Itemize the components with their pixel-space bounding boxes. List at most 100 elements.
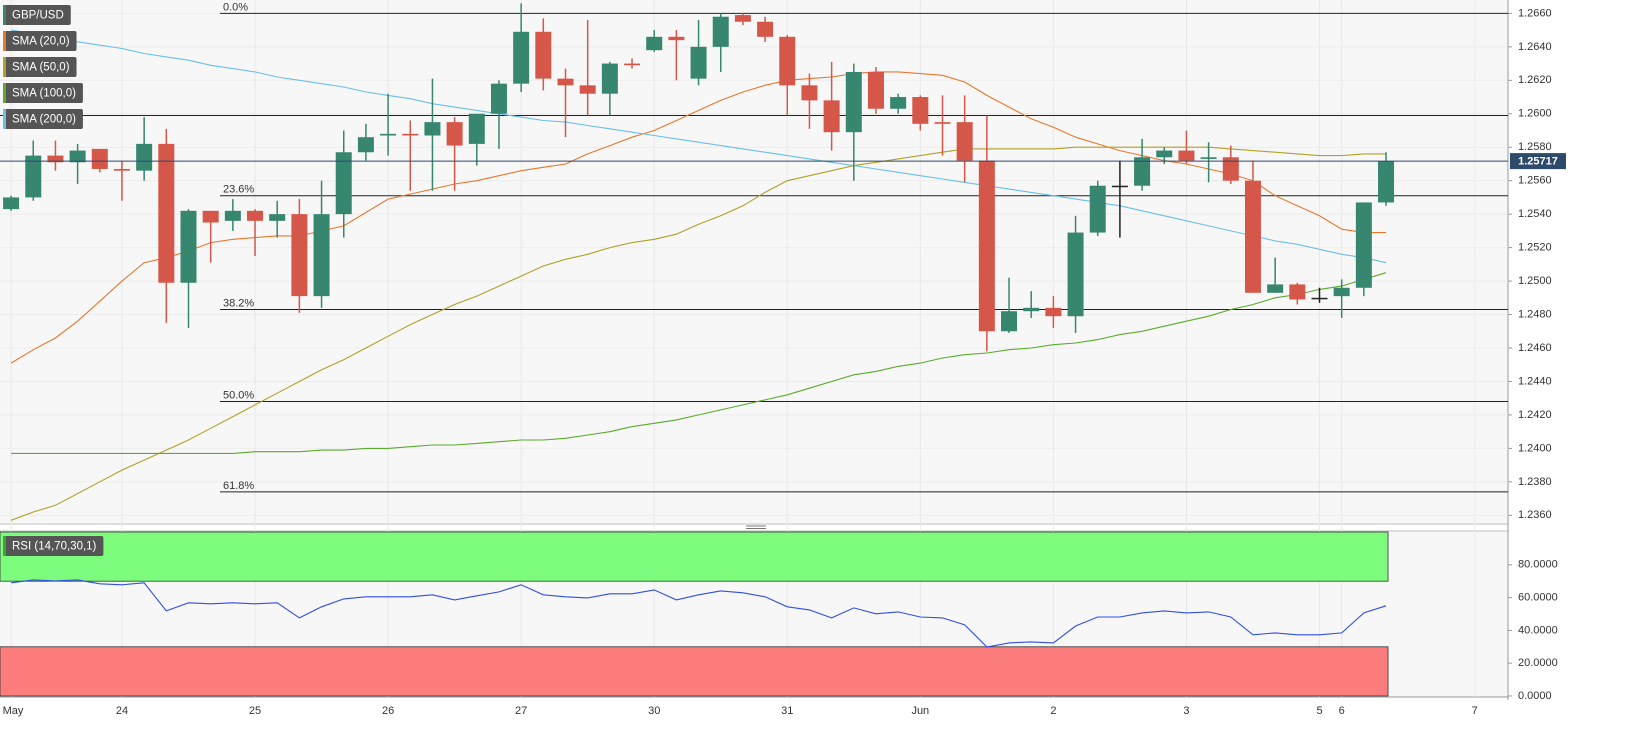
candle-body: [357, 137, 374, 153]
candle-body: [1111, 185, 1128, 188]
candle-body: [912, 97, 929, 124]
candle-body: [579, 85, 596, 94]
y-tick-label: 0.0000: [1518, 690, 1552, 702]
rsi-line: [11, 579, 1387, 648]
fib-label: 50.0%: [223, 389, 254, 401]
candle-body: [1200, 157, 1217, 159]
candle-body: [956, 122, 973, 161]
x-tick-label: 27: [515, 705, 527, 717]
x-tick-label: 2: [1050, 705, 1056, 717]
legend-entry: SMA (200,0): [3, 109, 83, 129]
candle-body: [1267, 284, 1284, 293]
x-tick-label: 26: [382, 705, 394, 717]
legend-swatch: [3, 31, 6, 51]
rsi-zone: [0, 646, 1389, 697]
candle-body: [1067, 232, 1084, 317]
candle-body: [1355, 202, 1372, 288]
candle-body: [601, 63, 618, 94]
fib-label: 0.0%: [223, 1, 248, 13]
candle-body: [224, 210, 241, 221]
candle-body: [668, 36, 685, 41]
y-tick-label: 1.2520: [1518, 242, 1552, 254]
candle-body: [513, 31, 530, 84]
legend-label: SMA (50,0): [12, 62, 70, 74]
price-panel: [0, 0, 1508, 523]
y-tick-label: 1.2640: [1518, 41, 1552, 53]
candle-body: [779, 36, 796, 86]
candle-body: [313, 214, 330, 297]
y-tick-label: 1.2400: [1518, 442, 1552, 454]
candle-body: [247, 210, 264, 221]
y-tick-label: 1.2440: [1518, 375, 1552, 387]
legend-entry: SMA (20,0): [3, 31, 77, 51]
y-tick-label: 1.2540: [1518, 208, 1552, 220]
y-tick-label: 1.2580: [1518, 141, 1552, 153]
legend-entry: SMA (100,0): [3, 83, 83, 103]
candle-body: [1178, 150, 1195, 161]
legend-box: [3, 536, 104, 556]
legend-box: [3, 31, 77, 51]
candle-body: [823, 100, 840, 133]
legend-swatch: [3, 57, 6, 77]
legend-label: SMA (100,0): [12, 88, 76, 100]
y-tick-label: 1.2480: [1518, 308, 1552, 320]
x-tick-label: 3: [1183, 705, 1189, 717]
candle-body: [934, 122, 951, 124]
candle-body: [801, 85, 818, 101]
candle-body: [1156, 150, 1173, 158]
candle-body: [158, 143, 175, 283]
y-tick-label: 60.0000: [1518, 592, 1558, 604]
legend-label: RSI (14,70,30,1): [12, 541, 97, 553]
y-tick-label: 1.2460: [1518, 342, 1552, 354]
fib-label: 38.2%: [223, 297, 254, 309]
x-tick-label: 24: [116, 705, 128, 717]
candle-body: [269, 214, 286, 221]
y-tick-label: 1.2360: [1518, 509, 1552, 521]
x-tick-label: May: [3, 705, 24, 717]
x-tick-label: 30: [648, 705, 660, 717]
legend-box: [3, 83, 83, 103]
y-tick-label: 1.2380: [1518, 476, 1552, 488]
candle-body: [535, 31, 552, 79]
last-price-tag: [1510, 153, 1566, 170]
candle-body: [646, 36, 663, 51]
candle-body: [25, 155, 42, 198]
y-tick-label: 1.2660: [1518, 7, 1552, 19]
last-price-label: 1.25717: [1518, 156, 1558, 168]
legend-entry: RSI (14,70,30,1): [3, 536, 104, 556]
candle-body: [1289, 284, 1306, 300]
candle-body: [867, 71, 884, 109]
candle-body: [424, 122, 441, 136]
candle-body: [1244, 180, 1261, 293]
candle-body: [1311, 297, 1328, 300]
candle-body: [1222, 157, 1239, 181]
rsi-zone: [0, 531, 1389, 582]
y-tick-label: 1.2620: [1518, 74, 1552, 86]
candle-body: [845, 71, 862, 133]
candle-body: [113, 168, 130, 171]
candle-body: [468, 113, 485, 144]
candle-body: [1001, 311, 1018, 332]
candle-body: [335, 152, 352, 215]
candle-body: [1378, 161, 1395, 203]
y-tick-label: 40.0000: [1518, 624, 1558, 636]
candle-body: [291, 214, 308, 297]
candle-body: [1023, 307, 1040, 312]
candle-body: [180, 210, 197, 283]
fib-label: 23.6%: [223, 184, 254, 196]
candle-body: [490, 83, 507, 114]
sma-line: [10, 71, 1386, 364]
legend-box: [3, 5, 71, 25]
candle-body: [557, 78, 574, 86]
candle-body: [1089, 185, 1106, 233]
candle-body: [69, 150, 86, 163]
y-tick-label: 1.2500: [1518, 275, 1552, 287]
legend-box: [3, 109, 83, 129]
y-tick-label: 20.0000: [1518, 657, 1558, 669]
x-tick-label: 25: [249, 705, 261, 717]
candle-body: [712, 16, 729, 47]
candle-body: [624, 63, 641, 66]
candle-body: [202, 210, 219, 223]
